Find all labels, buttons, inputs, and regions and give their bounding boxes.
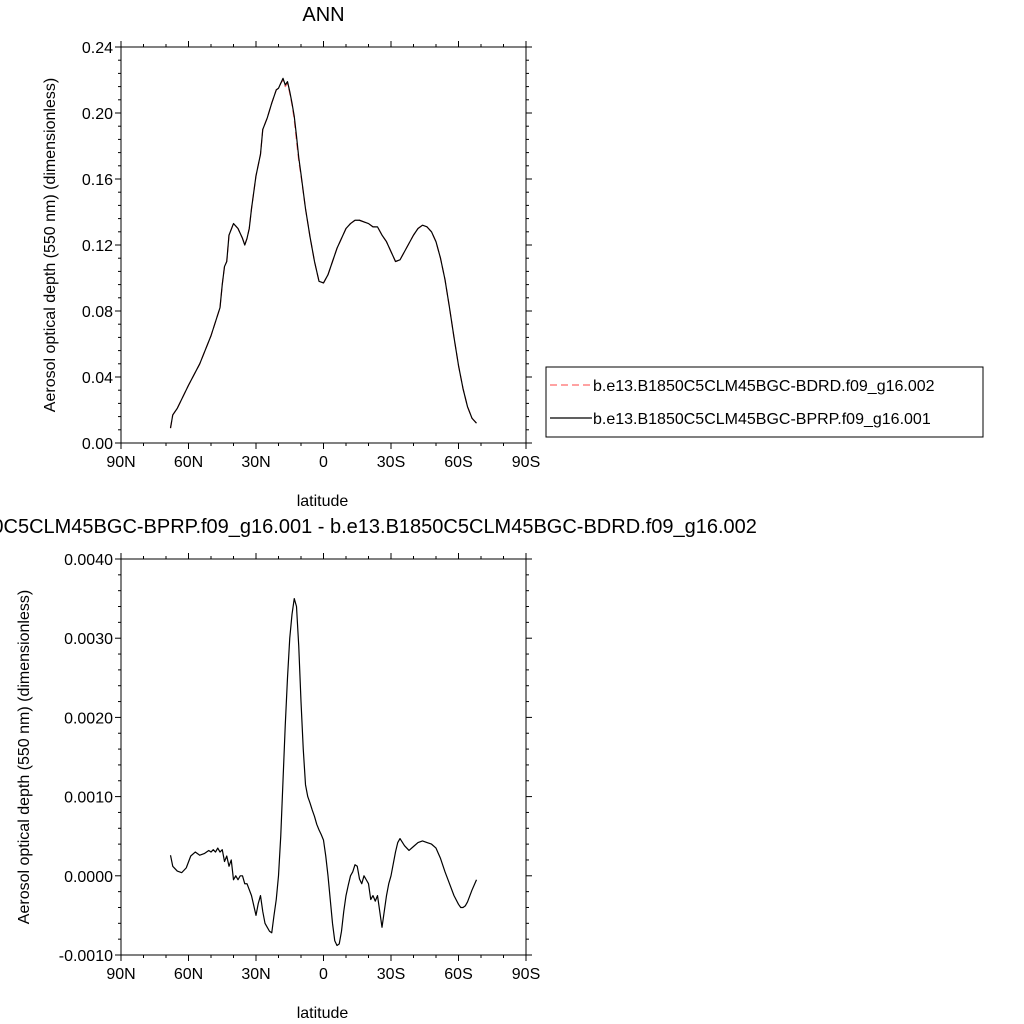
y-tick-label: 0.00 (82, 436, 113, 453)
plot-frame (120, 46, 527, 444)
y-tick-label: 0.0000 (64, 869, 113, 886)
y-tick-label: 0.0040 (64, 552, 113, 569)
x-axis-label: latitude (297, 1005, 349, 1022)
series-line-1 (169, 77, 477, 429)
x-tick-label: 60S (444, 454, 472, 471)
y-axis-label: Aerosol optical depth (550 nm) (dimensio… (16, 590, 33, 924)
x-tick-label: 90S (512, 454, 540, 471)
plot-frame (120, 558, 527, 956)
y-tick-label: 0.24 (82, 40, 113, 57)
x-tick-label: 90N (106, 966, 135, 983)
legend-box (545, 366, 984, 438)
x-tick-label: 0 (319, 454, 328, 471)
annual-aod-plot: ANN 90N 60N 30N 0 30S 60S 90S 0.00 0.04 0.08 0.12 0.… (42, 4, 540, 510)
series-line-0 (169, 598, 478, 947)
legend-entry: b.e13.B1850C5CLM45BGC-BPRP.f09_g16.001 (593, 411, 931, 428)
x-tick-label: 30S (377, 966, 405, 983)
y-tick-label: 0.16 (82, 172, 113, 189)
y-tick-label: 0.04 (82, 370, 113, 387)
x-tick-label: 60N (174, 966, 203, 983)
y-tick-label: 0.12 (82, 238, 113, 255)
y-tick-label: 0.08 (82, 304, 113, 321)
y-tick-label: 0.0020 (64, 710, 113, 727)
x-tick-label: 60N (174, 454, 203, 471)
plot-title: ANN (302, 4, 344, 26)
y-tick-label: 0.20 (82, 106, 113, 123)
x-tick-label: 30N (241, 454, 270, 471)
y-tick-label: 0.0010 (64, 790, 113, 807)
legend-entry: b.e13.B1850C5CLM45BGC-BDRD.f09_g16.002 (593, 378, 935, 395)
difference-plot: b.e13.B1850C5CLM45BGC-BPRP.f09_g16.001 -… (0, 516, 757, 1022)
plot-title: b.e13.B1850C5CLM45BGC-BPRP.f09_g16.001 -… (0, 516, 757, 538)
x-tick-label: 30S (377, 454, 405, 471)
series-line-0 (169, 79, 477, 429)
x-tick-label: 0 (319, 966, 328, 983)
x-tick-label: 90N (106, 454, 135, 471)
x-tick-label: 30N (241, 966, 270, 983)
x-tick-label: 60S (444, 966, 472, 983)
x-tick-label: 90S (512, 966, 540, 983)
y-tick-label: -0.0010 (59, 948, 113, 965)
legend: b.e13.B1850C5CLM45BGC-BDRD.f09_g16.002 b.… (545, 366, 984, 438)
x-axis-label: latitude (297, 493, 349, 510)
y-axis-label: Aerosol optical depth (550 nm) (dimensio… (42, 78, 59, 412)
y-tick-label: 0.0030 (64, 631, 113, 648)
